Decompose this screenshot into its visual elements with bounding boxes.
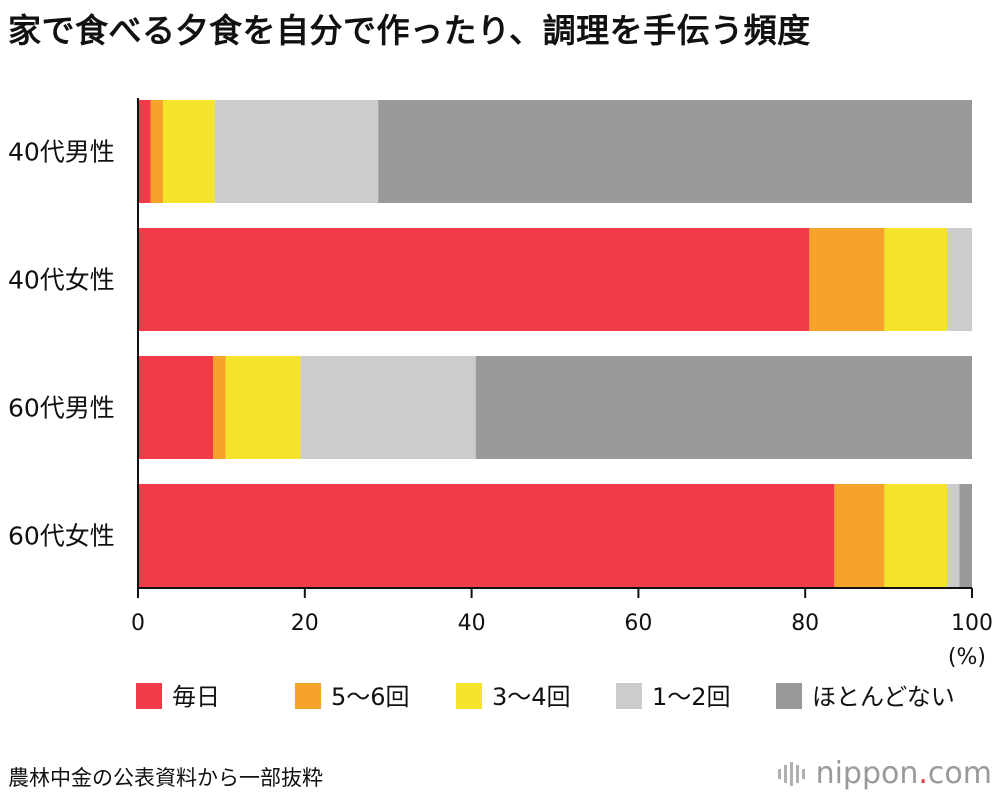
bar-segment-3-4: [959, 484, 972, 587]
brand-name: nippon: [815, 756, 919, 791]
x-tick-label-4: 80: [791, 611, 819, 636]
legend-swatch-0: [136, 683, 162, 709]
bar-segment-0-3: [214, 100, 379, 203]
bar-segment-1-3: [946, 228, 972, 331]
category-label-1: 40代女性: [8, 266, 115, 295]
legend-label-0: 毎日: [172, 683, 220, 711]
legend-swatch-2: [456, 683, 482, 709]
bars-group: [138, 100, 972, 587]
bar-segment-0-4: [378, 100, 972, 203]
bar-segment-3-1: [834, 484, 885, 587]
bar-segment-1-2: [884, 228, 947, 331]
bar-segment-0-0: [138, 100, 151, 203]
bar-segment-1-0: [138, 228, 810, 331]
brand-dot: .: [918, 756, 928, 791]
x-tick-label-0: 0: [131, 611, 145, 636]
bar-segment-0-1: [150, 100, 164, 203]
brand-logo: nippon. com: [777, 756, 992, 791]
brand-tld: com: [927, 756, 992, 791]
bar-segment-2-4: [475, 356, 972, 459]
legend-label-3: 1〜2回: [652, 683, 731, 711]
legend-label-1: 5〜6回: [331, 683, 410, 711]
x-tick-label-2: 40: [458, 611, 486, 636]
bar-segment-1-1: [809, 228, 885, 331]
bar-segment-2-1: [213, 356, 226, 459]
x-tick-label-3: 60: [624, 611, 652, 636]
legend: 毎日 5〜6回 3〜4回 1〜2回 ほとんどない: [136, 683, 955, 711]
legend-label-2: 3〜4回: [492, 683, 571, 711]
legend-swatch-1: [295, 683, 321, 709]
bar-segment-3-3: [946, 484, 960, 587]
x-tick-label-1: 20: [291, 611, 319, 636]
bar-segment-2-3: [300, 356, 476, 459]
legend-swatch-3: [616, 683, 642, 709]
chart-title: 家で食べる夕食を自分で作ったり、調理を手伝う頻度: [8, 11, 811, 50]
bar-segment-0-2: [163, 100, 215, 203]
legend-label-4: ほとんどない: [812, 683, 955, 711]
bar-segment-3-0: [138, 484, 835, 587]
legend-swatch-4: [776, 683, 802, 709]
category-label-2: 60代男性: [8, 394, 115, 423]
x-axis-unit: (%): [948, 645, 986, 670]
x-tick-label-5: 100: [951, 611, 993, 636]
bar-segment-3-2: [884, 484, 947, 587]
category-label-0: 40代男性: [8, 138, 115, 167]
x-axis: 0 20 40 60 80 100 (%): [131, 98, 993, 670]
category-labels: 40代男性 40代女性 60代男性 60代女性: [8, 138, 115, 551]
brand-mark-icon: [777, 761, 808, 786]
category-label-3: 60代女性: [8, 522, 115, 551]
bar-segment-2-2: [225, 356, 301, 459]
bar-segment-2-0: [138, 356, 214, 459]
source-note: 農林中金の公表資料から一部抜粋: [8, 766, 323, 790]
